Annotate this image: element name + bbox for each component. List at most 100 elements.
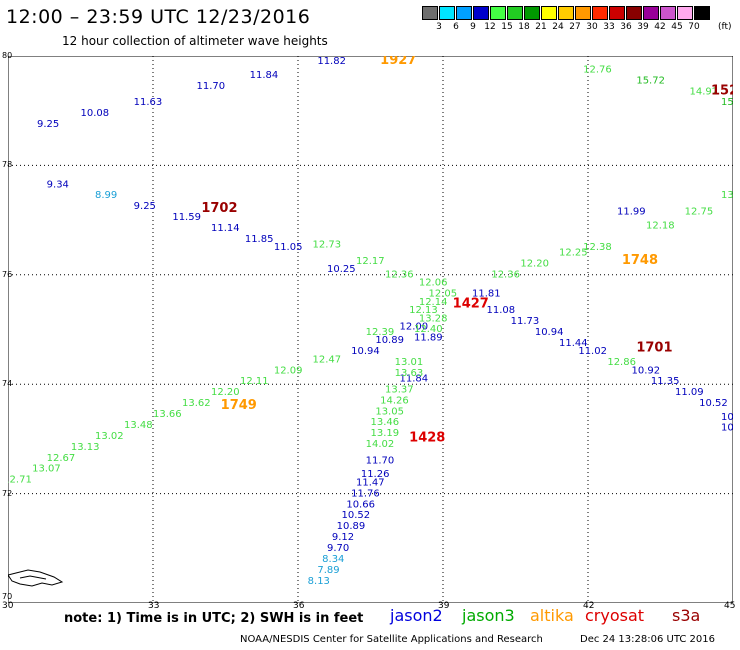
wave-height-value: 15: [721, 97, 733, 108]
wave-height-value: 12.47: [313, 354, 342, 365]
wave-height-value: 11.84: [400, 373, 429, 384]
color-scale-tick: 27: [569, 22, 581, 32]
wave-height-value: 12.20: [520, 259, 549, 270]
color-scale-tick: 70: [688, 22, 700, 32]
legend-jason3: jason3: [462, 606, 515, 625]
wave-height-map: 9.25 10.08 11.63 11.70 11.84 11.82 9.34 8.99 9.2…: [8, 56, 733, 603]
generation-timestamp: Dec 24 13:28:06 UTC 2016: [580, 634, 715, 645]
legend-altika: altika: [530, 606, 574, 625]
color-scale-tick: 9: [470, 22, 476, 32]
wave-height-value: 11.70: [366, 456, 395, 467]
observation-labels: 9.25 10.08 11.63 11.70 11.84 11.82 9.34 8.99 9.2…: [8, 56, 733, 587]
wave-height-value: 12.36: [491, 270, 520, 281]
wave-height-value: 11.81: [472, 289, 501, 300]
wave-height-value: 11.73: [511, 316, 540, 327]
color-swatch: [541, 6, 557, 20]
wave-height-value: 13.63: [395, 368, 424, 379]
wave-height-value: 13.01: [395, 357, 424, 368]
wave-height-value: 12.36: [385, 270, 414, 281]
wave-height-value: 14.02: [366, 439, 395, 450]
wave-height-value: 13.28: [419, 313, 448, 324]
color-swatch: [609, 6, 625, 20]
wave-height-value: 10.92: [632, 365, 661, 376]
longitude-label: 36: [293, 601, 305, 611]
wave-height-value: 12.13: [409, 305, 438, 316]
wave-height-value: 12.38: [583, 242, 612, 253]
wave-height-value: 11.47: [356, 477, 385, 488]
pass-time-label: 1428: [409, 431, 445, 446]
wave-height-value: 10.52: [342, 510, 371, 521]
wave-height-value: 10.40: [721, 412, 733, 423]
latitude-label: 80: [2, 51, 13, 60]
color-scale-tick: 21: [535, 22, 547, 32]
wave-height-value: 13.37: [385, 384, 414, 395]
pass-time-labels: 1927 1702 1427 1748 1701 1428 1749 152: [201, 56, 733, 446]
graticule: [8, 56, 733, 603]
wave-height-value: 13.05: [375, 406, 404, 417]
wave-height-value: 12.40: [414, 324, 443, 335]
wave-height-value: 9.25: [37, 119, 59, 130]
wave-height-value: 13.13: [71, 442, 100, 453]
color-swatch: [473, 6, 489, 20]
wave-height-value: 11.35: [651, 376, 680, 387]
legend-s3a: s3a: [672, 606, 701, 625]
wave-height-value: 11.26: [361, 469, 390, 480]
color-swatch: [626, 6, 642, 20]
color-swatch: [456, 6, 472, 20]
wave-height-value: 12.00: [400, 322, 429, 333]
wave-height-value: 12.20: [211, 387, 240, 398]
wave-height-value: 10.89: [375, 335, 404, 346]
color-scale-tick: 39: [637, 22, 649, 32]
wave-height-value: 10: [721, 423, 733, 434]
wave-height-value: 12.71: [8, 475, 32, 486]
wave-height-value: 10.66: [346, 499, 375, 510]
wave-height-value: 15.72: [636, 75, 665, 86]
wave-height-value: 12.39: [366, 327, 395, 338]
color-swatch: [524, 6, 540, 20]
color-scale-tick: 33: [603, 22, 615, 32]
pass-time-label: 1748: [622, 253, 658, 268]
wave-height-value: 12.76: [583, 64, 612, 75]
wave-height-value: 13.66: [153, 409, 182, 420]
wave-height-value: 12.11: [240, 376, 269, 387]
color-swatch: [422, 6, 438, 20]
color-swatch: [575, 6, 591, 20]
wave-height-value: 9.34: [47, 179, 69, 190]
wave-height-value: 13.02: [95, 431, 124, 442]
wave-height-value: 12.73: [313, 239, 342, 250]
wave-height-value: 12.86: [607, 357, 636, 368]
chart-title: 12:00 – 23:59 UTC 12/23/2016: [6, 6, 311, 28]
wave-height-value: 12.05: [429, 289, 458, 300]
wave-height-value: 12.75: [685, 207, 714, 218]
wave-height-value: 12.25: [559, 248, 588, 259]
wave-height-value: 12.06: [419, 278, 448, 289]
latitude-label: 72: [2, 488, 13, 498]
pass-time-label: 1749: [221, 398, 257, 413]
color-swatch: [439, 6, 455, 20]
wave-height-value: 11.85: [245, 234, 274, 245]
wave-height-value: 13.46: [371, 417, 400, 428]
color-swatch: [660, 6, 676, 20]
longitude-label: 45: [724, 601, 736, 611]
wave-height-value: 13: [721, 190, 733, 201]
wave-height-value: 12.14: [419, 297, 448, 308]
legend-jason2: jason2: [390, 606, 443, 625]
wave-height-value: 10.08: [81, 108, 110, 119]
wave-height-value: 11.84: [250, 70, 279, 81]
color-swatch: [643, 6, 659, 20]
wave-height-value: 11.59: [172, 212, 201, 223]
wave-height-value: 11.44: [559, 338, 588, 349]
wave-height-value: 13.19: [371, 428, 400, 439]
color-scale-tick: 6: [453, 22, 459, 32]
color-swatch: [507, 6, 523, 20]
wave-height-value: 14.92: [690, 86, 719, 97]
wave-height-value: 11.09: [675, 387, 704, 398]
credit-line: NOAA/NESDIS Center for Satellite Applica…: [240, 634, 543, 645]
wave-height-value: 12.18: [646, 220, 675, 231]
color-swatch: [677, 6, 693, 20]
longitude-label: 33: [148, 601, 160, 611]
wave-height-value: 13.48: [124, 420, 153, 431]
wave-height-value: 10.89: [337, 521, 366, 532]
wave-height-value: 11.02: [578, 346, 607, 357]
wave-height-value: 11.08: [487, 305, 516, 316]
